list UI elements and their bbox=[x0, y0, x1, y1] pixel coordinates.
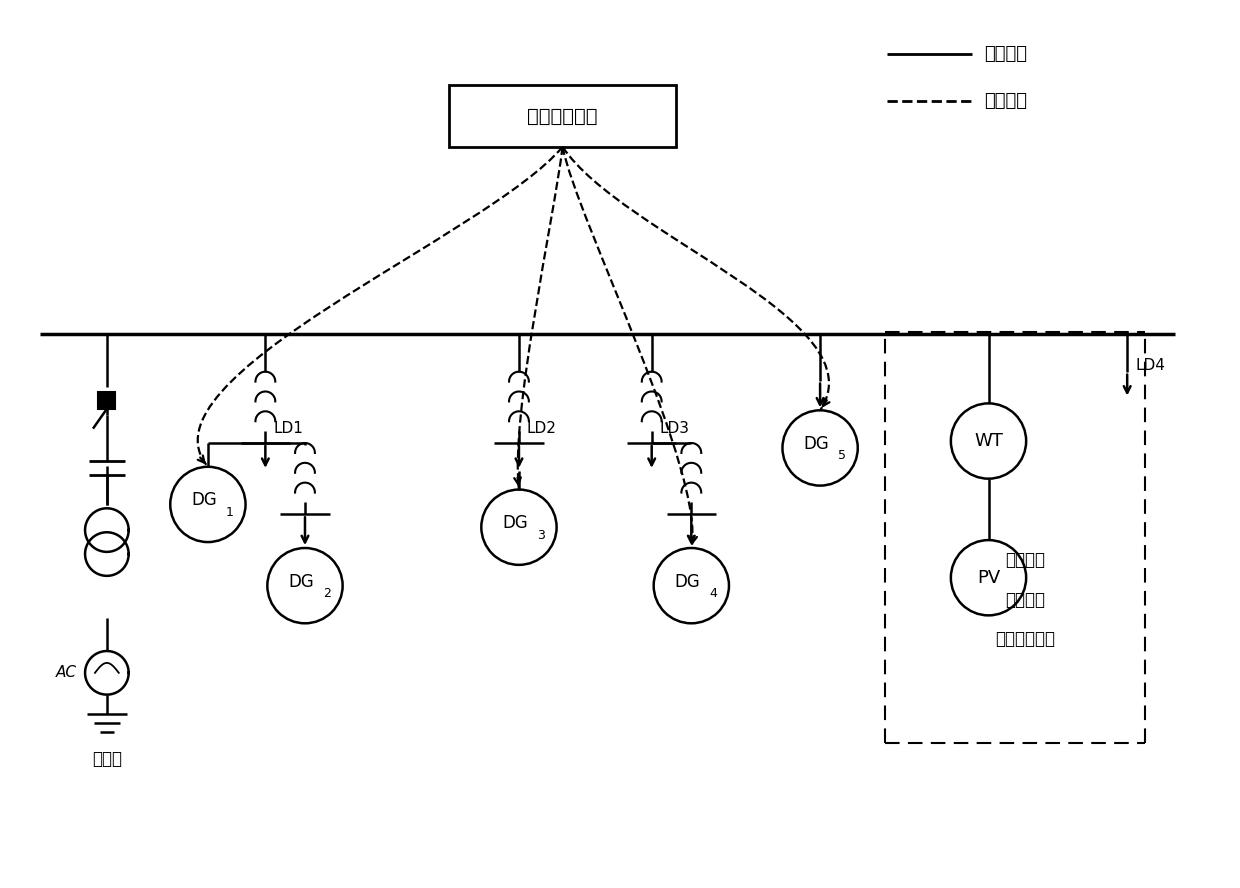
Text: 3: 3 bbox=[537, 528, 544, 542]
Text: DG: DG bbox=[675, 573, 701, 591]
Text: 5: 5 bbox=[838, 449, 846, 463]
Text: 风力发电: 风力发电 bbox=[1006, 551, 1045, 569]
Text: LD1: LD1 bbox=[273, 421, 303, 436]
Text: 电气联系: 电气联系 bbox=[985, 44, 1028, 63]
Text: LD4: LD4 bbox=[1135, 358, 1166, 373]
Text: 2: 2 bbox=[322, 587, 331, 600]
Text: 等不可控电源: 等不可控电源 bbox=[996, 630, 1055, 648]
Text: DG: DG bbox=[804, 435, 830, 453]
Text: LD2: LD2 bbox=[527, 421, 557, 436]
Text: DG: DG bbox=[288, 573, 314, 591]
Text: 通信联系: 通信联系 bbox=[985, 92, 1028, 110]
Text: LD3: LD3 bbox=[660, 421, 689, 436]
Bar bbox=[98, 392, 115, 408]
Text: DG: DG bbox=[502, 514, 528, 532]
Bar bbox=[449, 85, 677, 147]
Text: 1: 1 bbox=[226, 506, 233, 519]
Text: AC: AC bbox=[56, 665, 77, 680]
Text: WT: WT bbox=[975, 432, 1003, 450]
Text: 控制器智能体: 控制器智能体 bbox=[527, 107, 598, 125]
Text: 光伏发电: 光伏发电 bbox=[1006, 591, 1045, 608]
Text: PV: PV bbox=[977, 568, 1001, 587]
Text: DG: DG bbox=[191, 491, 217, 510]
Text: 主电网: 主电网 bbox=[92, 750, 122, 768]
Text: 4: 4 bbox=[709, 587, 717, 600]
